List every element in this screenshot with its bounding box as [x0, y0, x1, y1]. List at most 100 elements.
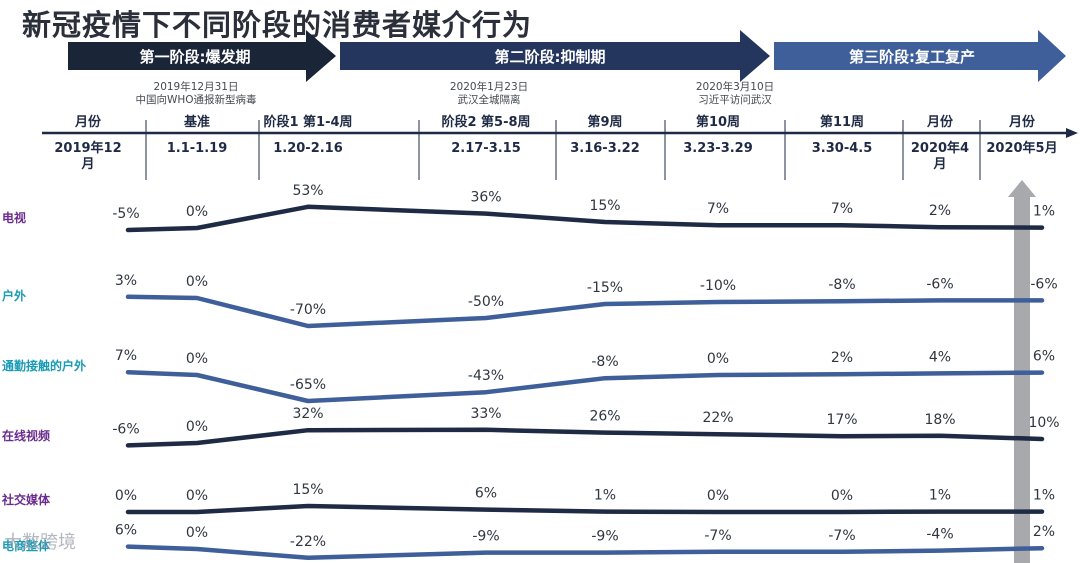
series-name-label: 户外 — [2, 288, 26, 303]
phase-label-1: 第一阶段:爆发期 — [140, 48, 251, 66]
series-name-label: 在线视频 — [2, 428, 50, 443]
data-label: 17% — [826, 412, 857, 428]
data-label: 10% — [1028, 415, 1059, 431]
series-row: 电商整体 6% 0% -22% -9% -9% -7% -7% -4% 2% — [2, 523, 1055, 561]
period-tick-label: 月 — [80, 157, 94, 172]
watermark: 大数跨境 — [4, 532, 76, 553]
data-label: 36% — [470, 190, 501, 206]
event-text-3: 习近平访问武汉 — [698, 93, 772, 106]
event-text-1: 中国向WHO通报新型病毒 — [135, 93, 257, 106]
data-label: 1% — [1033, 204, 1055, 220]
series-row: 电视 -5% 0% 53% 36% 15% 7% 7% 2% 1% — [2, 183, 1055, 233]
series-row: 户外 3% 0% -70% -50% -15% -10% -8% -6% -6% — [2, 273, 1058, 329]
series-line — [125, 369, 1045, 404]
header-cell: 月份 — [1008, 114, 1036, 130]
data-label: 7% — [707, 201, 729, 217]
data-label: -9% — [591, 529, 618, 545]
data-label: -9% — [472, 529, 499, 545]
phase-arrow-1: 第一阶段:爆发期 — [68, 30, 336, 82]
period-tick-label: 3.16-3.22 — [570, 141, 640, 156]
data-label: 2% — [831, 350, 853, 366]
data-label: -10% — [700, 278, 736, 294]
data-label: -8% — [591, 354, 618, 370]
period-tick-label: 2.17-3.15 — [451, 141, 521, 156]
phase-arrow-2: 第二阶段:抑制期 — [340, 30, 770, 82]
highlight-bar — [1008, 180, 1036, 563]
period-tick-label: 2020年4 — [911, 140, 969, 156]
data-label: 0% — [707, 351, 729, 367]
period-tick-label: 3.23-3.29 — [683, 141, 753, 156]
data-label: 0% — [186, 274, 208, 290]
data-label: 0% — [186, 351, 208, 367]
header-cell: 月份 — [74, 114, 102, 130]
header-cell: 阶段1 第1-4周 — [263, 114, 352, 130]
period-tick-label: 2019年12 — [54, 140, 121, 156]
data-label: 22% — [702, 410, 733, 426]
data-label: -15% — [587, 280, 623, 296]
data-label: 0% — [186, 525, 208, 541]
series-name-label: 社交媒体 — [1, 492, 51, 507]
data-label: 3% — [115, 273, 137, 289]
data-label: 7% — [831, 201, 853, 217]
data-label: 1% — [594, 488, 616, 504]
series-row: 社交媒体 0% 0% 15% 6% 1% 0% 0% 1% 1% — [1, 482, 1055, 515]
data-label: -6% — [926, 276, 953, 292]
data-label: 6% — [475, 486, 497, 502]
period-tick-label: 3.30-4.5 — [812, 141, 873, 156]
data-label: 4% — [929, 349, 951, 365]
header-row: 月份 基准 阶段1 第1-4周 阶段2 第5-8周 第9周 第10周 第11周 月份 月份 — [74, 114, 1036, 130]
series-line — [125, 294, 1045, 329]
series-name-label: 电视 — [2, 210, 26, 225]
header-cell: 基准 — [183, 114, 210, 130]
data-label: -22% — [290, 534, 326, 550]
data-label: 33% — [470, 406, 501, 422]
data-label: 2% — [1033, 524, 1055, 540]
data-label: 32% — [292, 406, 323, 422]
data-label: 0% — [115, 488, 137, 504]
data-label: 6% — [115, 523, 137, 539]
data-label: -6% — [1030, 276, 1057, 292]
header-cell: 第9周 — [587, 114, 622, 130]
series-line — [125, 503, 1045, 515]
chart-title: 新冠疫情下不同阶段的消费者媒介行为 — [22, 8, 533, 42]
data-label: -70% — [290, 302, 326, 318]
series-line — [125, 544, 1045, 561]
series-name-label: 通勤接触的户外 — [2, 358, 86, 373]
data-label: 0% — [186, 204, 208, 220]
header-cell: 阶段2 第5-8周 — [441, 114, 530, 130]
data-label: 18% — [924, 412, 955, 428]
data-label: -50% — [468, 294, 504, 310]
period-tick-label: 2020年5月 — [986, 140, 1057, 156]
data-label: -43% — [468, 368, 504, 384]
data-label: -6% — [112, 421, 139, 437]
phase-arrow-3: 第三阶段:复工复产 — [774, 30, 1066, 82]
data-label: 53% — [292, 183, 323, 199]
period-tick-label: 1.1-1.19 — [167, 141, 228, 156]
data-label: 26% — [589, 409, 620, 425]
series-name-label: 电商整体 — [2, 538, 51, 553]
data-label: -4% — [926, 527, 953, 543]
series-line — [125, 427, 1045, 448]
data-label: 6% — [1033, 349, 1055, 365]
data-label: 1% — [1033, 488, 1055, 504]
header-cell: 月份 — [926, 114, 954, 130]
series-row: 通勤接触的户外 7% 0% -65% -43% -8% 0% 2% 4% 6% — [2, 348, 1055, 404]
data-label: 0% — [831, 488, 853, 504]
event-date-2: 2020年1月23日 — [450, 80, 528, 93]
data-label: 0% — [186, 419, 208, 435]
data-label: 1% — [929, 488, 951, 504]
data-label: -7% — [704, 528, 731, 544]
data-label: 2% — [929, 203, 951, 219]
event-date-3: 2020年3月10日 — [696, 80, 774, 93]
timeline-dividers — [145, 120, 981, 180]
period-tick-label: 1.20-2.16 — [273, 141, 343, 156]
event-date-1: 2019年12月31日 — [154, 80, 239, 93]
series-row: 在线视频 -6% 0% 32% 33% 26% 22% 17% 18% 10% — [2, 406, 1060, 448]
data-label: 0% — [707, 488, 729, 504]
data-label: -65% — [290, 377, 326, 393]
data-label: 15% — [589, 198, 620, 214]
data-label: -5% — [112, 206, 139, 222]
header-cell: 第11周 — [820, 114, 864, 130]
series-line — [125, 204, 1045, 233]
